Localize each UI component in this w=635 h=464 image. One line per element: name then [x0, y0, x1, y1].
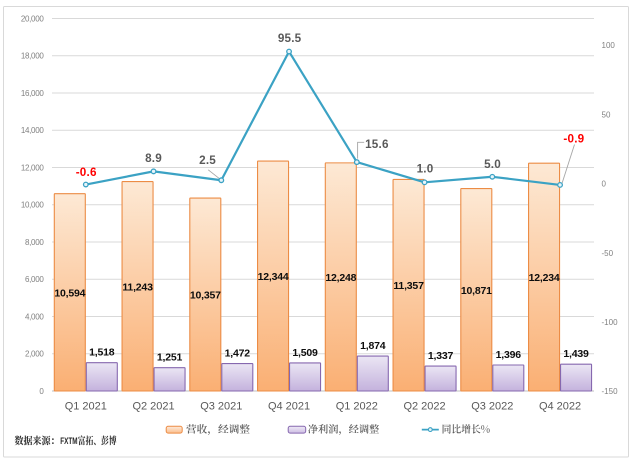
svg-text:1,337: 1,337: [428, 350, 454, 362]
svg-text:10,594: 10,594: [54, 287, 85, 299]
svg-text:18,000: 18,000: [21, 52, 45, 61]
svg-text:Q4 2022: Q4 2022: [539, 401, 581, 413]
svg-text:1,518: 1,518: [89, 347, 115, 359]
svg-text:0: 0: [602, 180, 607, 189]
svg-text:100: 100: [602, 41, 616, 50]
svg-text:20,000: 20,000: [21, 14, 45, 23]
svg-text:Q3 2022: Q3 2022: [471, 401, 513, 413]
svg-text:14,000: 14,000: [21, 126, 45, 135]
svg-text:8.9: 8.9: [145, 152, 162, 165]
svg-text:5.0: 5.0: [484, 158, 501, 171]
svg-text:-150: -150: [602, 387, 619, 396]
svg-text:1,396: 1,396: [496, 349, 522, 361]
svg-text:10,871: 10,871: [461, 285, 492, 297]
svg-text:11,243: 11,243: [122, 281, 153, 293]
svg-text:15.6: 15.6: [365, 138, 389, 151]
svg-text:12,344: 12,344: [258, 271, 289, 283]
svg-text:1.0: 1.0: [417, 163, 434, 176]
svg-text:12,000: 12,000: [21, 163, 45, 172]
svg-text:Q4 2021: Q4 2021: [268, 401, 310, 413]
svg-text:10,357: 10,357: [190, 290, 221, 302]
svg-text:8,000: 8,000: [25, 238, 44, 247]
svg-text:6,000: 6,000: [25, 275, 44, 284]
svg-text:-0.9: -0.9: [563, 133, 584, 146]
svg-text:Q2 2021: Q2 2021: [132, 401, 174, 413]
svg-text:Q3 2021: Q3 2021: [200, 401, 242, 413]
svg-text:2.5: 2.5: [199, 154, 216, 167]
svg-text:12,234: 12,234: [529, 272, 560, 284]
svg-text:50: 50: [602, 110, 611, 119]
svg-text:-50: -50: [602, 249, 614, 258]
svg-text:16,000: 16,000: [21, 89, 45, 98]
svg-text:-0.6: -0.6: [76, 166, 97, 179]
svg-text:11,357: 11,357: [393, 280, 424, 292]
svg-text:2,000: 2,000: [25, 350, 44, 359]
svg-text:4,000: 4,000: [25, 312, 44, 321]
svg-text:1,874: 1,874: [360, 340, 386, 352]
svg-text:1,439: 1,439: [563, 348, 589, 360]
svg-text:Q1 2022: Q1 2022: [336, 401, 378, 413]
svg-text:-100: -100: [602, 318, 619, 327]
svg-text:1,509: 1,509: [292, 347, 318, 359]
svg-text:95.5: 95.5: [278, 32, 302, 45]
svg-text:1,251: 1,251: [157, 352, 183, 364]
svg-text:10,000: 10,000: [21, 201, 45, 210]
svg-text:Q1 2021: Q1 2021: [65, 401, 107, 413]
svg-text:FXTM: FXTM: [60, 436, 77, 447]
svg-text:0: 0: [39, 387, 44, 396]
svg-text:12,248: 12,248: [325, 272, 356, 284]
svg-text:Q2 2022: Q2 2022: [403, 401, 445, 413]
svg-text:1,472: 1,472: [225, 348, 251, 360]
